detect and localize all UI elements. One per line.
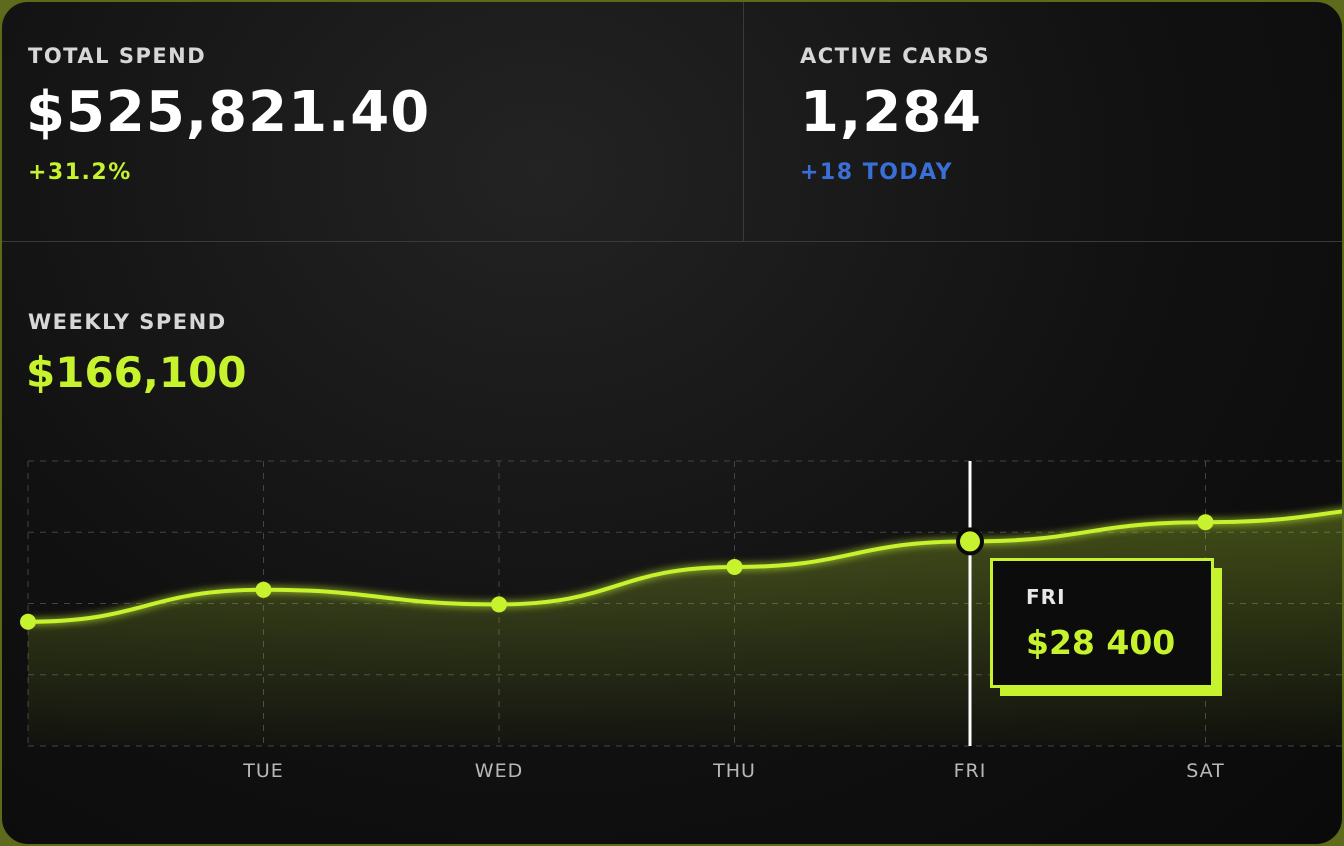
data-point[interactable] — [255, 581, 272, 598]
weekly-spend-value: $166,100 — [26, 348, 247, 397]
kpi-row: TOTAL SPEND $525,821.40 +31.2% ACTIVE CA… — [2, 2, 1342, 242]
total-spend-panel: TOTAL SPEND $525,821.40 +31.2% — [2, 2, 744, 242]
total-spend-label: TOTAL SPEND — [28, 44, 207, 68]
active-cards-delta: +18 TODAY — [800, 160, 954, 185]
data-point[interactable] — [20, 613, 36, 630]
data-point[interactable] — [491, 596, 507, 613]
active-cards-panel: ACTIVE CARDS 1,284 +18 TODAY — [744, 2, 1342, 242]
chart-tooltip: FRI $28 400 — [990, 558, 1214, 688]
x-tick-label: TUE — [242, 760, 284, 782]
tooltip-day: FRI — [1026, 585, 1066, 609]
weekly-spend-label: WEEKLY SPEND — [28, 310, 227, 334]
highlighted-data-point[interactable] — [956, 527, 984, 556]
active-cards-value: 1,284 — [800, 80, 983, 145]
data-point[interactable] — [1197, 514, 1214, 531]
x-tick-label: SAT — [1186, 760, 1225, 782]
x-tick-label: WED — [475, 760, 523, 782]
tooltip-value: $28 400 — [1026, 623, 1176, 662]
data-point[interactable] — [726, 558, 743, 575]
active-cards-label: ACTIVE CARDS — [800, 44, 991, 68]
total-spend-delta: +31.2% — [28, 160, 132, 185]
x-tick-label: FRI — [954, 760, 987, 782]
x-tick-label: THU — [712, 760, 756, 782]
total-spend-value: $525,821.40 — [26, 80, 431, 145]
